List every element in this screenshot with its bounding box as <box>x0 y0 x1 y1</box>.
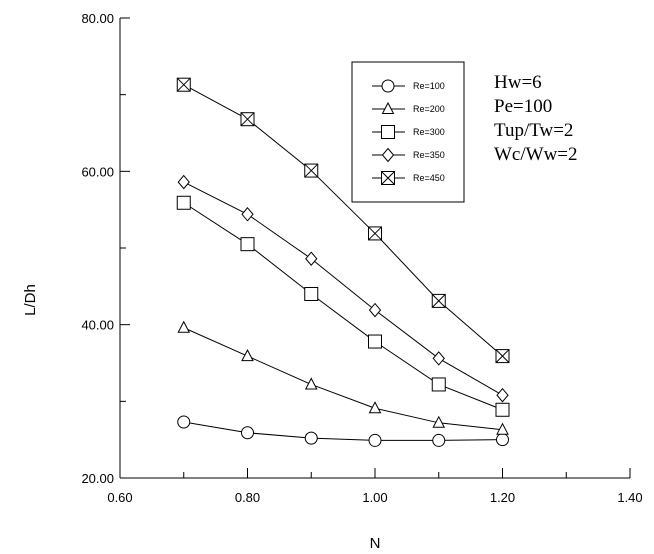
annotation-text: Hw=6 <box>494 72 542 93</box>
legend-item: Re=200 <box>372 101 445 114</box>
tick-marks <box>119 17 631 479</box>
legend-item: Re=100 <box>372 79 445 93</box>
x-tick-label: 1.40 <box>617 490 642 505</box>
data-point <box>177 320 191 333</box>
data-point <box>432 433 446 447</box>
data-point <box>368 226 382 241</box>
data-point <box>304 163 319 178</box>
legend-box <box>351 61 465 203</box>
legend-label: Re=300 <box>413 127 445 137</box>
annotation-text: Pe=100 <box>494 96 552 117</box>
data-series <box>176 77 510 447</box>
parameter-annotations: Hw=6 Pe=100 Tup/Tw=2 Wc/Ww=2 <box>494 72 578 165</box>
x-tick-label: 1.20 <box>490 490 515 505</box>
data-point <box>177 174 190 190</box>
series-re-300 <box>176 195 510 417</box>
marker-cross-line <box>176 77 191 92</box>
data-point <box>176 195 191 210</box>
legend-item: Re=300 <box>372 125 445 139</box>
data-point <box>495 349 510 364</box>
legend-label: Re=450 <box>413 173 445 183</box>
data-point <box>368 302 382 318</box>
data-point <box>304 287 319 301</box>
tick-labels: 0.60 0.80 1.00 1.20 1.40 20.00 40.00 60.00 80.00 <box>81 11 642 505</box>
data-point <box>496 387 509 403</box>
annotation-text: Tup/Tw=2 <box>494 120 573 141</box>
legend-marker <box>381 79 395 93</box>
y-tick-label: 80.00 <box>81 11 114 26</box>
marker-cross-line <box>431 294 446 308</box>
data-point <box>496 433 509 447</box>
data-point <box>432 351 445 366</box>
data-point <box>241 349 254 362</box>
legend-label: Re=200 <box>413 104 445 114</box>
marker-cross-line <box>240 112 255 127</box>
legend-marker <box>381 147 395 163</box>
data-point <box>495 402 510 417</box>
legend-item: Re=450 <box>372 171 445 185</box>
series-re-350 <box>177 174 509 403</box>
legend-item: Re=350 <box>372 147 445 163</box>
data-point <box>240 112 255 127</box>
series-line <box>183 84 503 357</box>
x-tick-label: 0.60 <box>107 490 132 505</box>
series-line <box>183 327 503 431</box>
x-tick-label: 1.00 <box>362 490 387 505</box>
legend-label: Re=350 <box>413 150 445 160</box>
data-point <box>431 293 446 308</box>
y-tick-label: 40.00 <box>81 318 114 333</box>
data-point <box>368 334 382 349</box>
data-point <box>241 426 254 440</box>
data-point <box>496 422 509 435</box>
x-tick-label: 0.80 <box>235 490 260 505</box>
marker-cross-line <box>495 349 510 363</box>
data-point <box>305 251 318 267</box>
marker-cross-line <box>368 226 382 241</box>
legend-label: Re=100 <box>413 81 445 91</box>
marker-cross-line <box>381 171 395 185</box>
marker-cross-line <box>304 163 319 178</box>
legend-marker <box>381 101 395 114</box>
data-point <box>368 401 382 414</box>
data-point <box>241 206 254 222</box>
data-point <box>177 415 191 429</box>
series-re-450 <box>176 77 510 364</box>
annotation-text: Wc/Ww=2 <box>494 144 578 165</box>
series-line <box>183 202 503 411</box>
y-tick-label: 60.00 <box>81 164 114 179</box>
y-axis-title: L/Dh <box>22 284 39 316</box>
data-point <box>368 433 382 447</box>
data-point <box>176 77 191 92</box>
legend-marker <box>381 125 395 139</box>
legend-marker <box>381 171 395 185</box>
data-point <box>432 415 446 428</box>
y-tick-label: 20.00 <box>81 471 114 486</box>
x-axis-title: N <box>370 535 381 552</box>
data-point <box>240 237 255 252</box>
series-line <box>183 421 503 441</box>
legend: Re=100 Re=200 Re=300 Re=350 Re=450 <box>351 61 465 203</box>
series-re-200 <box>177 320 509 435</box>
series-re-100 <box>177 415 509 447</box>
data-point <box>304 431 318 445</box>
series-line <box>183 181 503 396</box>
data-point <box>304 377 318 390</box>
data-point <box>431 377 446 392</box>
